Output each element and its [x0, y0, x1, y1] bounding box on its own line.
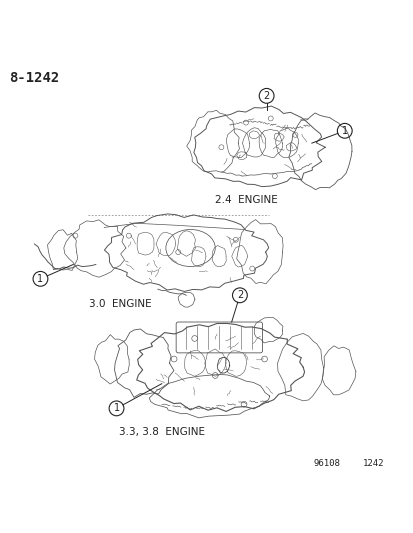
Text: 3.3, 3.8  ENGINE: 3.3, 3.8 ENGINE — [119, 427, 204, 437]
Text: 1: 1 — [37, 274, 43, 284]
Text: 2: 2 — [236, 290, 242, 300]
Text: 8-1242: 8-1242 — [9, 71, 60, 85]
Text: 1: 1 — [341, 126, 347, 136]
Text: 2.4  ENGINE: 2.4 ENGINE — [214, 195, 277, 205]
Text: 1242: 1242 — [362, 459, 384, 468]
Text: 2: 2 — [263, 91, 269, 101]
Text: 96108: 96108 — [313, 459, 340, 468]
Text: 3.0  ENGINE: 3.0 ENGINE — [89, 300, 152, 309]
Text: 1: 1 — [113, 403, 119, 414]
